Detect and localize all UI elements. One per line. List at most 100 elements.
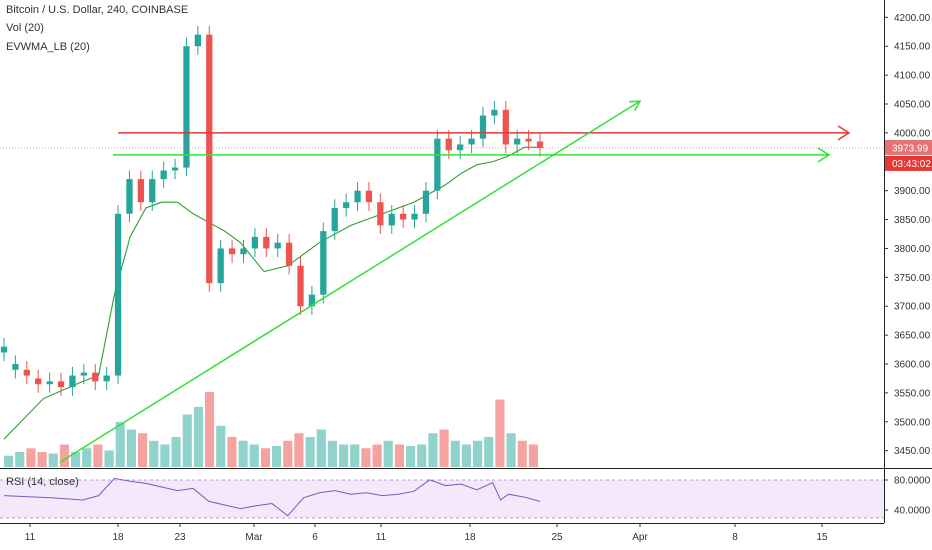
volume-bar xyxy=(260,448,270,467)
candle-body xyxy=(12,364,19,370)
candle-body xyxy=(263,236,270,249)
time-tick-label: 11 xyxy=(376,532,387,543)
time-tick-label: 11 xyxy=(25,532,36,543)
volume-bar xyxy=(171,437,181,467)
candle-body xyxy=(23,369,30,376)
candle-body xyxy=(457,144,464,151)
candle-body xyxy=(171,167,179,171)
volume-bar xyxy=(138,433,148,467)
candle-body xyxy=(274,242,281,249)
volume-bar xyxy=(394,444,404,467)
candle-body xyxy=(206,34,213,284)
volume-bar xyxy=(149,440,159,467)
volume-bar xyxy=(238,440,248,467)
price-axis[interactable]: 4200.004150.004100.004050.004000.003950.… xyxy=(0,13,932,457)
current-price-label: 3973.99 xyxy=(892,143,929,154)
symbol-legend[interactable]: Bitcoin / U.S. Dollar, 240, COINBASE xyxy=(6,4,189,16)
price-tick-label: 4000.00 xyxy=(894,128,931,139)
candle-body xyxy=(297,265,304,307)
candle-body xyxy=(514,138,521,145)
drawings[interactable] xyxy=(59,100,851,463)
trendline xyxy=(59,100,641,463)
candles xyxy=(0,26,544,396)
volume-bar xyxy=(272,446,282,467)
volume-bar xyxy=(26,448,36,467)
candle-body xyxy=(69,375,76,388)
price-tick-label: 3500.00 xyxy=(894,417,931,428)
candle-body xyxy=(240,248,247,255)
evwma-legend[interactable]: EVWMA_LB (20) xyxy=(6,41,90,53)
volume-bar xyxy=(160,444,170,467)
candle-body xyxy=(57,381,65,388)
candle-body xyxy=(354,190,361,203)
candle-body xyxy=(137,179,144,203)
volume-bar xyxy=(450,440,460,467)
volume-legend[interactable]: Vol (20) xyxy=(6,22,44,34)
candle-body xyxy=(388,213,395,226)
countdown-tag xyxy=(885,155,932,171)
rsi-tick-label: 40.0000 xyxy=(894,506,931,517)
volume-bar xyxy=(461,444,471,467)
volume-bar xyxy=(182,414,192,467)
candle-body xyxy=(103,375,110,382)
candle-body xyxy=(92,372,99,382)
candle-body xyxy=(411,213,418,220)
volume-bar xyxy=(428,433,438,467)
candle-body xyxy=(502,109,509,145)
rsi-legend[interactable]: RSI (14, close) xyxy=(6,476,79,488)
candle-body xyxy=(183,46,190,168)
main-pane[interactable] xyxy=(0,0,884,468)
volume-bar xyxy=(48,453,58,467)
current-price-tag xyxy=(885,139,932,155)
candle-body xyxy=(320,231,327,295)
volume-bar xyxy=(249,444,259,467)
price-tick-label: 3450.00 xyxy=(894,446,931,457)
price-tick-label: 3650.00 xyxy=(894,331,931,342)
candle-body xyxy=(308,294,316,307)
rsi-band xyxy=(0,480,884,518)
candle-body xyxy=(479,115,487,139)
candle-body xyxy=(194,34,202,47)
candle-body xyxy=(217,248,224,284)
volume-bar xyxy=(205,392,215,467)
volume-bar xyxy=(372,444,382,467)
volume-bar xyxy=(294,433,304,467)
volume-bar xyxy=(406,446,416,467)
candle-body xyxy=(0,346,8,353)
volume-bar xyxy=(327,440,337,467)
candle-body xyxy=(331,208,338,232)
countdown-label: 03:43:02 xyxy=(892,159,931,170)
volume-bar xyxy=(506,433,516,467)
time-tick-label: 8 xyxy=(732,532,738,543)
volume-bar xyxy=(473,440,483,467)
time-tick-label: 23 xyxy=(174,532,186,543)
candle-body xyxy=(251,236,259,249)
rsi-path xyxy=(3,477,541,517)
resistance-arrow-head xyxy=(837,125,851,141)
volume-bar xyxy=(517,440,527,467)
rsi-axis[interactable]: 80.0000 40.0000 xyxy=(884,476,931,517)
candle-body xyxy=(525,138,532,142)
price-tick-label: 3850.00 xyxy=(894,215,931,226)
candle-body xyxy=(536,141,544,148)
volume-bar xyxy=(82,448,92,467)
volume-bar xyxy=(216,425,226,467)
price-tick-label: 4200.00 xyxy=(894,13,931,24)
candle-body xyxy=(160,170,167,180)
volume-bar xyxy=(361,448,371,467)
trendline-arrow-head xyxy=(628,100,642,112)
candle-body xyxy=(422,190,430,214)
time-axis[interactable]: 11 18 23 Mar 6 11 18 25 Apr 8 15 xyxy=(25,523,828,543)
price-tick-label: 3900.00 xyxy=(894,186,931,197)
price-tick-label: 4100.00 xyxy=(894,71,931,82)
volume-bar xyxy=(339,444,349,467)
candle-body xyxy=(228,248,236,255)
volume-bar xyxy=(15,452,25,467)
price-tick-label: 4150.00 xyxy=(894,42,931,53)
time-tick-label: 18 xyxy=(112,532,124,543)
volume-bar xyxy=(305,437,315,467)
time-tick-label: Mar xyxy=(245,532,263,543)
volume-bars xyxy=(4,392,538,467)
candle-body xyxy=(400,213,407,220)
